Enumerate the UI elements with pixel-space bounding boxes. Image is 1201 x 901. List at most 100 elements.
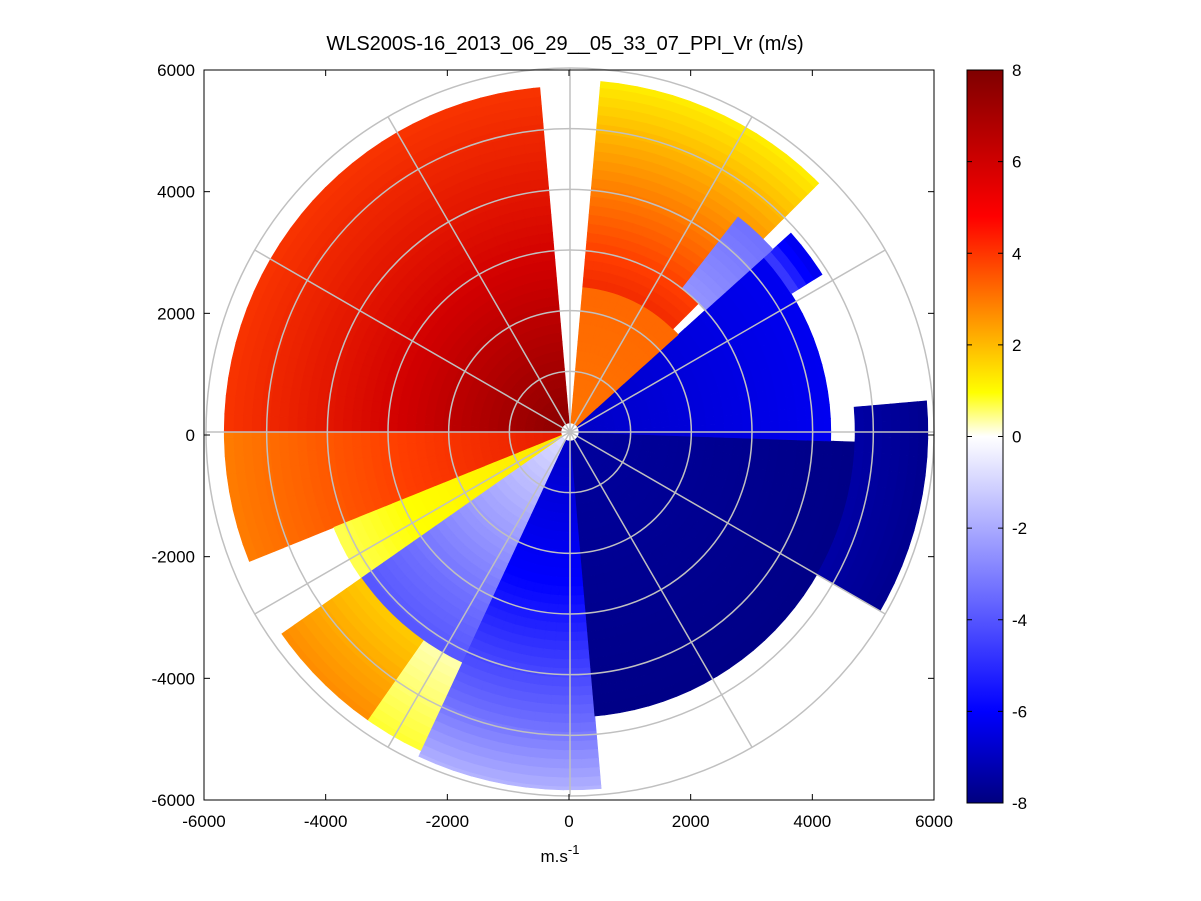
x-tick-label: -6000 — [182, 812, 225, 831]
velocity-cell — [583, 594, 592, 605]
velocity-cell — [581, 767, 601, 778]
velocity-cell — [369, 421, 380, 433]
velocity-cell — [505, 432, 516, 437]
velocity-cell — [549, 585, 560, 596]
velocity-cell — [696, 424, 707, 433]
velocity-cell — [232, 414, 244, 433]
velocity-cell — [315, 405, 326, 420]
velocity-cell — [580, 730, 598, 742]
velocity-cell — [542, 259, 554, 271]
velocity-cell — [223, 437, 235, 457]
velocity-heat-layer — [223, 81, 929, 791]
velocity-cell — [588, 584, 599, 595]
velocity-cell — [881, 420, 892, 438]
velocity-cell — [733, 422, 744, 433]
velocity-cell — [548, 731, 566, 742]
velocity-cell — [785, 450, 797, 465]
velocity-cell — [823, 440, 835, 456]
velocity-cell — [580, 739, 599, 751]
velocity-cell — [415, 434, 426, 444]
velocity-cell — [758, 400, 770, 413]
velocity-cell — [565, 677, 580, 688]
velocity-cell — [553, 277, 558, 288]
velocity-cell — [583, 268, 594, 280]
velocity-cell — [260, 399, 272, 417]
velocity-cell — [732, 437, 744, 448]
velocity-cell — [767, 449, 779, 462]
velocity-cell — [577, 649, 591, 660]
velocity-cell — [577, 658, 591, 669]
velocity-cell — [560, 549, 569, 560]
velocity-cell — [565, 668, 579, 678]
velocity-cell — [795, 406, 807, 421]
velocity-cell — [575, 603, 587, 615]
velocity-cell — [333, 523, 345, 532]
velocity-cell — [805, 439, 816, 454]
velocity-cell — [567, 522, 574, 533]
velocity-cell — [306, 449, 318, 465]
velocity-cell — [539, 666, 554, 678]
velocity-cell — [351, 435, 362, 448]
velocity-cell — [544, 268, 555, 280]
colorbar-gradient — [966, 69, 1004, 804]
velocity-cell — [469, 433, 480, 440]
velocity-cell — [769, 431, 780, 440]
velocity-cell — [433, 433, 444, 442]
velocity-cell — [333, 447, 345, 462]
velocity-cell — [333, 419, 344, 433]
velocity-cell — [387, 434, 398, 446]
velocity-cell — [550, 576, 561, 587]
velocity-cell — [552, 268, 557, 279]
velocity-cell — [224, 455, 237, 475]
velocity-cell — [742, 422, 753, 433]
velocity-cell — [578, 685, 594, 697]
velocity-cell — [278, 431, 289, 438]
velocity-cell — [586, 232, 599, 244]
velocity-cell — [269, 431, 280, 438]
velocity-cell — [854, 421, 865, 438]
velocity-cell — [576, 640, 590, 651]
velocity-cell — [575, 594, 586, 606]
x-axis-label-text: m.s — [541, 847, 568, 866]
velocity-cell — [543, 186, 550, 198]
velocity-cell — [360, 420, 371, 433]
velocity-cell — [579, 712, 596, 724]
velocity-cell — [582, 576, 590, 587]
velocity-cell — [794, 451, 807, 466]
velocity-cell — [469, 438, 481, 445]
velocity-cell — [223, 413, 235, 433]
velocity-cell — [269, 400, 281, 418]
velocity-cell — [225, 377, 238, 398]
velocity-cell — [269, 436, 280, 454]
velocity-cell — [586, 566, 596, 577]
velocity-cell — [251, 431, 261, 438]
velocity-cell — [581, 758, 600, 769]
x-tick-label: -4000 — [304, 812, 347, 831]
velocity-cell — [424, 424, 434, 433]
velocity-cell — [760, 438, 771, 450]
velocity-cell — [841, 441, 853, 457]
velocity-cell — [416, 449, 427, 460]
velocity-cell — [342, 446, 354, 461]
velocity-cell — [578, 676, 593, 687]
velocity-cell — [687, 435, 698, 444]
velocity-cell — [224, 395, 236, 415]
x-tick-label: 0 — [564, 812, 573, 831]
velocity-cell — [551, 567, 561, 578]
velocity-cell — [547, 603, 559, 614]
velocity-cell — [573, 540, 581, 551]
velocity-cell — [553, 658, 567, 669]
velocity-cell — [776, 449, 788, 463]
velocity-cell — [547, 223, 553, 234]
velocity-cell — [559, 567, 568, 578]
velocity-cell — [487, 432, 498, 439]
velocity-cell — [796, 439, 807, 453]
velocity-cell — [824, 431, 832, 442]
velocity-cell — [908, 401, 919, 421]
velocity-cell — [567, 549, 575, 560]
velocity-cell — [577, 667, 592, 678]
velocity-cell — [909, 419, 920, 439]
velocity-cell — [414, 423, 425, 433]
velocity-cell — [854, 436, 865, 453]
velocity-cell — [863, 436, 874, 454]
